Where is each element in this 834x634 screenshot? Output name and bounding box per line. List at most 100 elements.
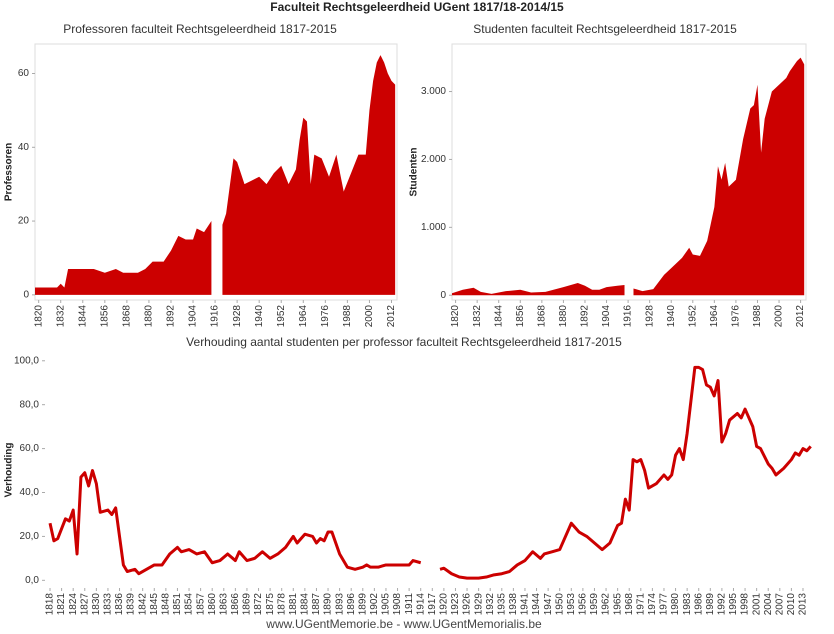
footer: www.UGentMemorie.be - www.UGentMemoriali…	[265, 617, 542, 631]
x-tick-label: 1928	[232, 305, 243, 328]
x-tick-label: 1995	[728, 593, 739, 616]
chart-title: Professoren faculteit Rechtsgeleerdheid …	[63, 22, 337, 36]
x-tick-label: 1863	[218, 593, 229, 616]
x-tick-label: 1962	[601, 593, 612, 616]
x-tick-label: 1917	[427, 593, 438, 616]
line	[439, 365, 812, 580]
x-tick-label: 1848	[161, 593, 172, 616]
x-tick-label: 1818	[45, 593, 56, 616]
x-tick-label: 1868	[536, 305, 547, 328]
x-tick-label: 1976	[320, 305, 331, 328]
y-axis-label: Studenten	[409, 148, 420, 197]
x-tick-label: 2013	[798, 593, 809, 616]
y-tick-label: 80,0	[20, 399, 40, 410]
x-tick-label: 1880	[558, 305, 569, 328]
line	[48, 469, 422, 576]
x-tick-label: 1899	[357, 593, 368, 616]
y-tick-label: 3.000	[421, 86, 446, 97]
x-tick-label: 1892	[166, 305, 177, 328]
y-axis-label: Professoren	[4, 143, 15, 201]
x-tick-label: 1983	[682, 593, 693, 616]
x-tick-label: 1989	[705, 593, 716, 616]
x-tick-label: 1974	[647, 593, 658, 616]
x-tick-label: 1868	[122, 305, 133, 328]
x-tick-label: 1856	[515, 305, 526, 328]
y-tick-label: 2.000	[421, 154, 446, 165]
y-tick-label: 40	[18, 142, 30, 153]
x-tick-label: 1893	[334, 593, 345, 616]
y-tick-label: 60	[18, 68, 30, 79]
x-tick-label: 1959	[589, 593, 600, 616]
x-tick-label: 1878	[276, 593, 287, 616]
x-tick-label: 1875	[265, 593, 276, 616]
x-tick-label: 1952	[276, 305, 287, 328]
y-axis-label: Verhouding	[4, 443, 15, 498]
chart-title: Studenten faculteit Rechtsgeleerdheid 18…	[473, 22, 737, 36]
x-tick-label: 1929	[473, 593, 484, 616]
x-tick-label: 1914	[415, 593, 426, 616]
x-tick-label: 1892	[580, 305, 591, 328]
x-tick-label: 1832	[472, 305, 483, 328]
x-tick-label: 1896	[346, 593, 357, 616]
y-tick-label: 100,0	[14, 355, 39, 366]
x-tick-label: 1920	[439, 593, 450, 616]
x-tick-label: 2001	[751, 593, 762, 616]
x-tick-label: 1950	[554, 593, 565, 616]
x-tick-label: 1971	[635, 593, 646, 616]
x-tick-label: 1956	[578, 593, 589, 616]
area	[633, 57, 805, 296]
x-tick-label: 2012	[795, 305, 806, 328]
x-tick-label: 1992	[717, 593, 728, 616]
x-tick-label: 2004	[763, 593, 774, 616]
page-title: Faculteit Rechtsgeleerdheid UGent 1817/1…	[270, 0, 564, 14]
x-tick-label: 1821	[56, 593, 67, 616]
x-tick-label: 1923	[450, 593, 461, 616]
x-tick-label: 2007	[774, 593, 785, 616]
x-tick-label: 1851	[172, 593, 183, 616]
y-tick-label: 1.000	[421, 222, 446, 233]
y-tick-label: 60,0	[20, 443, 40, 454]
x-tick-label: 1857	[195, 593, 206, 616]
x-tick-label: 2000	[364, 305, 375, 328]
x-tick-label: 1947	[543, 593, 554, 616]
x-tick-label: 1842	[137, 593, 148, 616]
x-tick-label: 1932	[485, 593, 496, 616]
x-tick-label: 1935	[496, 593, 507, 616]
x-tick-label: 1911	[404, 593, 415, 615]
x-tick-label: 1872	[253, 593, 264, 616]
x-tick-label: 1854	[184, 593, 195, 616]
x-tick-label: 1832	[55, 305, 66, 328]
x-tick-label: 1866	[230, 593, 241, 616]
x-tick-label: 2010	[786, 593, 797, 616]
x-tick-label: 1940	[666, 305, 677, 328]
x-tick-label: 1869	[242, 593, 253, 616]
area	[35, 221, 212, 295]
x-tick-label: 1916	[210, 305, 221, 328]
x-tick-label: 1827	[79, 593, 90, 616]
x-tick-label: 1820	[450, 305, 461, 328]
area	[222, 55, 396, 295]
x-tick-label: 1845	[149, 593, 160, 616]
x-tick-label: 1977	[659, 593, 670, 616]
x-tick-label: 1904	[188, 305, 199, 328]
y-tick-label: 20,0	[20, 531, 40, 542]
x-tick-label: 1824	[68, 593, 79, 616]
x-tick-label: 1928	[644, 305, 655, 328]
x-tick-label: 1938	[508, 593, 519, 616]
x-tick-label: 1820	[33, 305, 44, 328]
x-tick-label: 1844	[77, 305, 88, 328]
x-tick-label: 1965	[612, 593, 623, 616]
area	[452, 283, 625, 296]
x-tick-label: 1880	[144, 305, 155, 328]
x-tick-label: 1952	[687, 305, 698, 328]
x-tick-label: 1844	[493, 305, 504, 328]
y-tick-label: 0	[440, 290, 446, 301]
x-tick-label: 1856	[99, 305, 110, 328]
plot-frame	[451, 43, 807, 301]
y-tick-label: 0,0	[25, 575, 39, 586]
x-tick-label: 1908	[392, 593, 403, 616]
x-tick-label: 1941	[520, 593, 531, 616]
x-tick-label: 1887	[311, 593, 322, 616]
y-tick-label: 20	[18, 216, 30, 227]
